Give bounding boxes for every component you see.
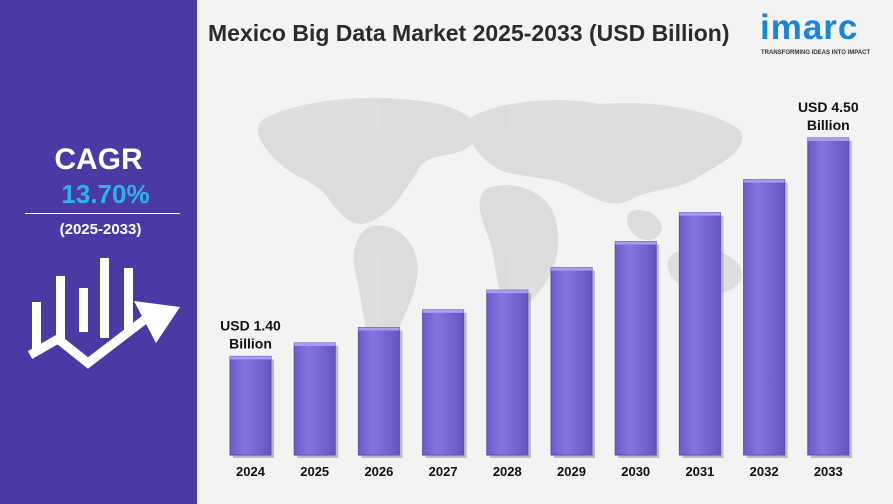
bar-top-2031 (679, 212, 721, 216)
x-tick-label-2029: 2029 (557, 464, 586, 479)
x-tick-label-2025: 2025 (300, 464, 329, 479)
logo-tagline: TRANSFORMING IDEAS INTO IMPACT (761, 50, 871, 56)
bar-2031 (678, 212, 721, 456)
bar-chart-growth-icon (28, 258, 180, 369)
bar-top-2032 (743, 179, 785, 183)
bar-top-2030 (615, 241, 657, 245)
cagr-value: 13.70% (61, 179, 150, 209)
bar-2032 (743, 179, 786, 456)
bar-2029 (550, 267, 593, 456)
bar-top-2025 (294, 342, 336, 346)
bar-2024 (229, 355, 272, 456)
cagr-label: CAGR (54, 143, 143, 176)
bar-top-2028 (486, 290, 528, 294)
x-tick-label-2032: 2032 (750, 464, 779, 479)
cagr-period: (2025-2033) (59, 221, 142, 238)
x-tick-label-2026: 2026 (364, 464, 393, 479)
bar-2028 (486, 289, 529, 456)
cagr-divider (25, 213, 180, 214)
cagr-panel: CAGR 13.70% (2025-2033) (0, 0, 197, 504)
bar-top-2029 (551, 267, 592, 271)
bar-2025 (293, 342, 336, 456)
data-label-2024-line2: Billion (229, 335, 272, 351)
bar-top-2027 (422, 309, 464, 313)
imarc-logo: imarc TRANSFORMING IDEAS INTO IMPACT (760, 8, 884, 60)
x-tick-label-2030: 2030 (621, 464, 650, 479)
bar-top-2033 (807, 138, 849, 141)
data-label-2033-line1: USD 4.50 (798, 99, 859, 115)
bar-top-2026 (358, 327, 400, 331)
x-tick-label-2028: 2028 (493, 464, 522, 479)
chart-title: Mexico Big Data Market 2025-2033 (USD Bi… (208, 20, 730, 46)
bar-top-2024 (230, 356, 271, 360)
logo-word: imarc (760, 8, 859, 47)
data-label-2033-line2: Billion (807, 117, 850, 133)
x-tick-label-2027: 2027 (429, 464, 458, 479)
bar-2026 (357, 326, 400, 456)
x-tick-label-2033: 2033 (814, 464, 843, 479)
bar-2033 (807, 137, 850, 456)
data-label-2024-line1: USD 1.40 (220, 317, 281, 333)
bar-2030 (614, 241, 657, 456)
bar-2027 (422, 309, 465, 456)
x-tick-label-2031: 2031 (685, 464, 714, 479)
x-tick-label-2024: 2024 (236, 464, 266, 479)
